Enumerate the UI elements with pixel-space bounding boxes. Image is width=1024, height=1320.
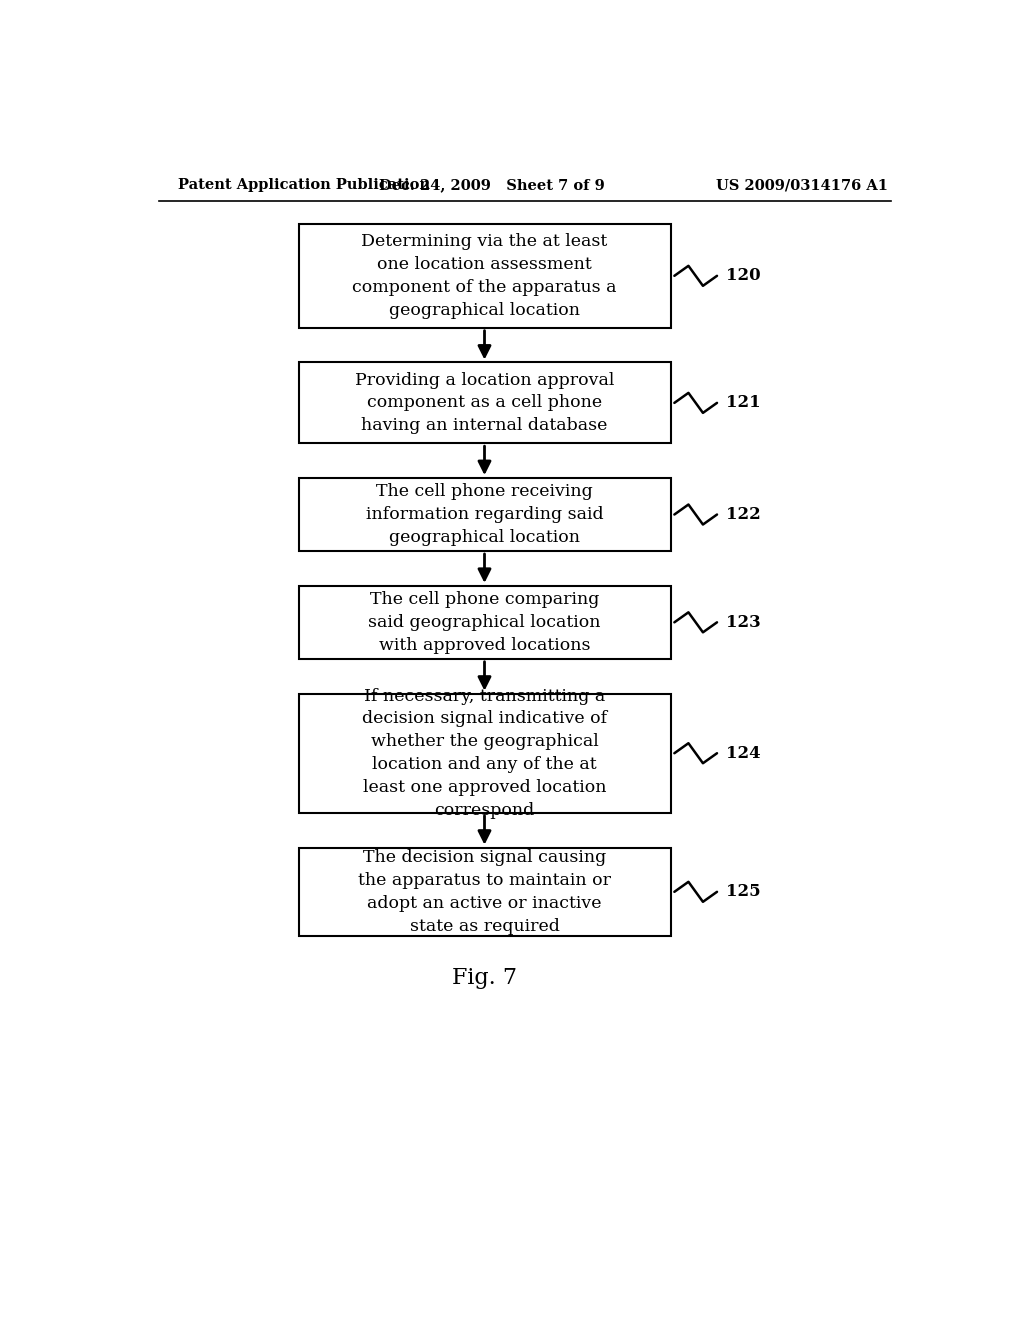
Text: If necessary, transmitting a
decision signal indicative of
whether the geographi: If necessary, transmitting a decision si… — [361, 688, 607, 818]
Text: Determining via the at least
one location assessment
component of the apparatus : Determining via the at least one locatio… — [352, 234, 616, 318]
Text: Patent Application Publication: Patent Application Publication — [178, 178, 430, 193]
Text: The cell phone receiving
information regarding said
geographical location: The cell phone receiving information reg… — [366, 483, 603, 546]
Text: 121: 121 — [726, 395, 761, 412]
Text: Fig. 7: Fig. 7 — [452, 968, 517, 990]
Text: 123: 123 — [726, 614, 761, 631]
Bar — [299, 224, 671, 327]
Text: The cell phone comparing
said geographical location
with approved locations: The cell phone comparing said geographic… — [369, 591, 601, 653]
Bar — [299, 586, 671, 659]
Text: Dec. 24, 2009   Sheet 7 of 9: Dec. 24, 2009 Sheet 7 of 9 — [379, 178, 605, 193]
Text: 122: 122 — [726, 506, 761, 523]
Text: The decision signal causing
the apparatus to maintain or
adopt an active or inac: The decision signal causing the apparatu… — [358, 849, 611, 935]
Bar — [299, 693, 671, 813]
Text: 125: 125 — [726, 883, 761, 900]
Text: Providing a location approval
component as a cell phone
having an internal datab: Providing a location approval component … — [354, 371, 614, 434]
Text: 124: 124 — [726, 744, 761, 762]
Text: 120: 120 — [726, 268, 761, 284]
Bar — [299, 847, 671, 936]
Text: US 2009/0314176 A1: US 2009/0314176 A1 — [716, 178, 888, 193]
Bar — [299, 363, 671, 444]
Bar — [299, 478, 671, 552]
